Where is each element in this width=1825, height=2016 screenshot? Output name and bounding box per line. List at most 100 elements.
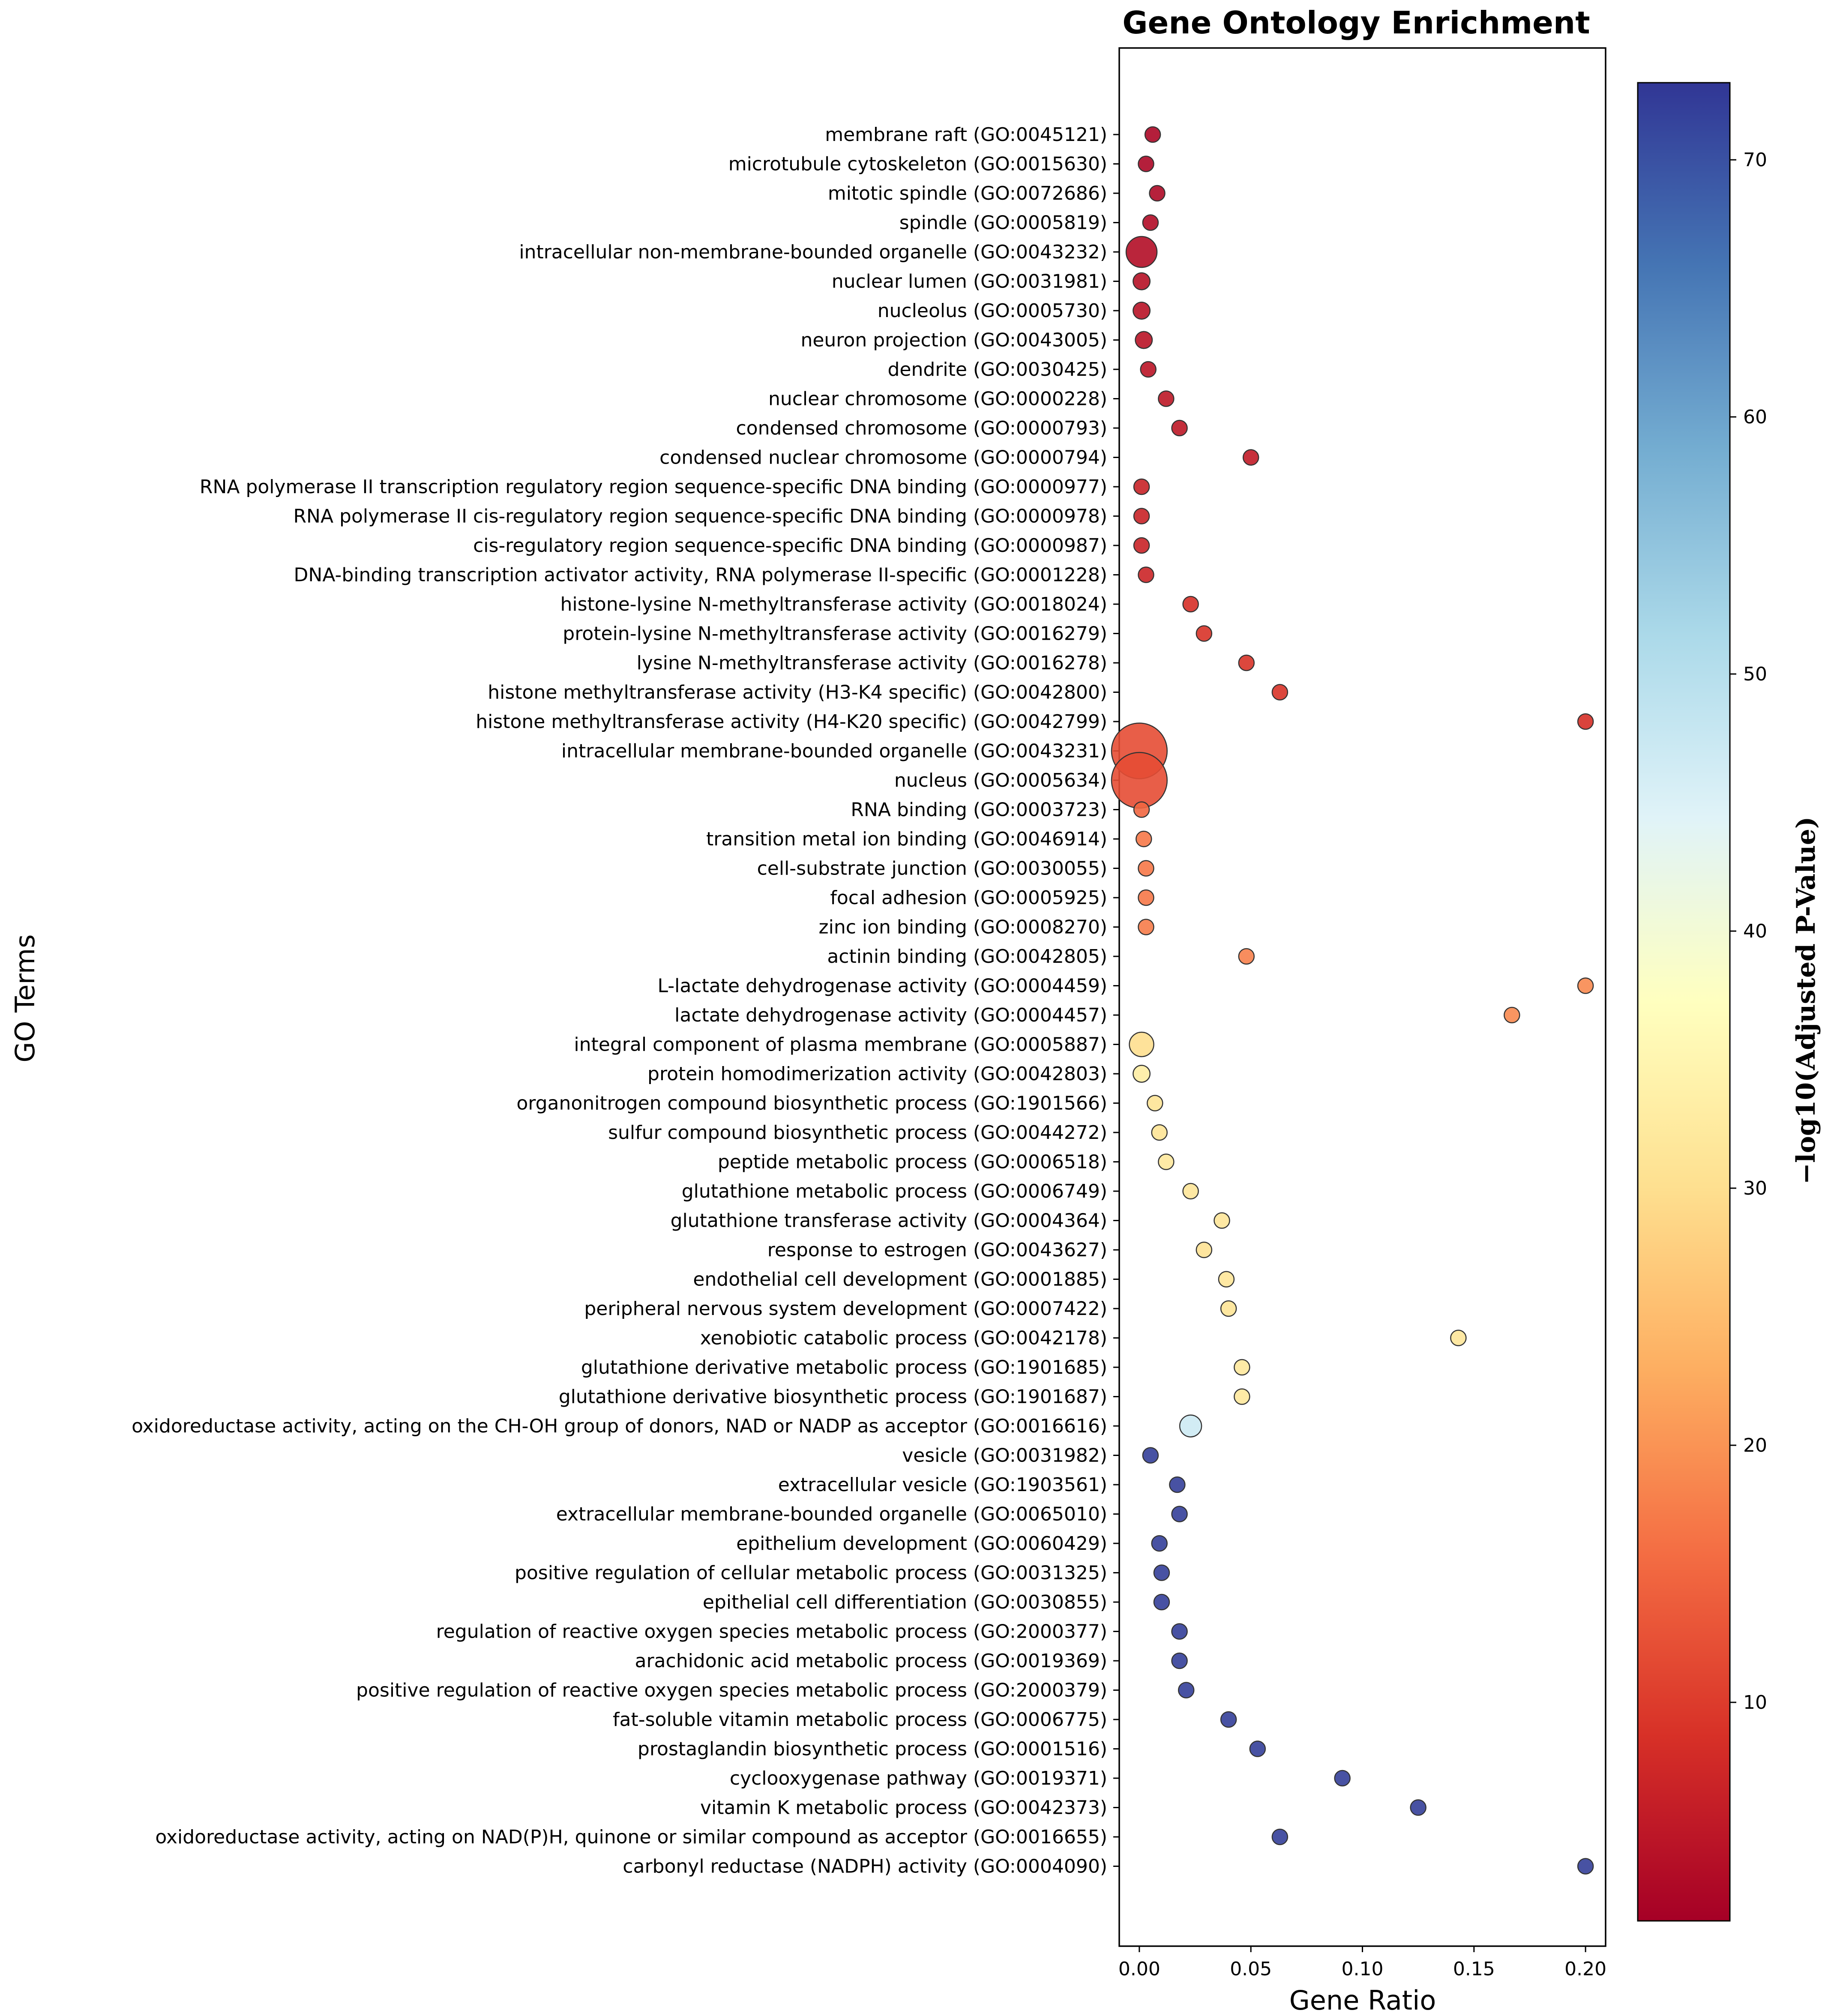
chart-title: Gene Ontology Enrichment [1122,5,1590,41]
go-term-label: integral component of plasma membrane (G… [574,1034,1107,1056]
go-term-label: neuron projection (GO:0043005) [800,330,1107,351]
term-point [1142,1447,1159,1464]
go-term-label: fat-soluble vitamin metabolic process (G… [613,1709,1107,1731]
term-point [1234,1388,1250,1405]
data-points [1111,126,1594,1875]
term-point [1142,214,1159,231]
term-point [1238,654,1255,671]
term-point [1577,977,1594,994]
plot-frame [1118,47,1606,1947]
go-term-label: microtubule cytoskeleton (GO:0015630) [728,153,1107,175]
term-point [1144,126,1161,143]
term-point [1238,948,1255,965]
go-term-label: condensed chromosome (GO:0000793) [736,417,1107,439]
go-term-label: nucleus (GO:0005634) [894,770,1107,791]
term-point [1220,1300,1237,1317]
go-term-label: nuclear lumen (GO:0031981) [832,271,1107,293]
term-point [1111,752,1168,809]
go-term-label: prostaglandin biosynthetic process (GO:0… [638,1738,1107,1760]
go-term-label: vitamin K metabolic process (GO:0042373) [700,1797,1107,1819]
term-point [1182,1183,1199,1200]
term-point [1171,1652,1188,1669]
go-term-label: cyclooxygenase pathway (GO:0019371) [730,1767,1107,1789]
go-term-label: zinc ion binding (GO:0008270) [819,917,1107,938]
term-point [1129,1031,1154,1057]
go-term-label: vesicle (GO:0031982) [902,1445,1107,1467]
colorbar [1637,82,1731,1922]
term-point [1133,801,1150,818]
term-point [1234,1359,1250,1376]
go-term-label: peptide metabolic process (GO:0006518) [718,1151,1107,1173]
go-term-label: actinin binding (GO:0042805) [827,946,1107,968]
term-point [1450,1330,1467,1346]
go-term-label: positive regulation of reactive oxygen s… [356,1680,1107,1701]
go-term-label: lactate dehydrogenase activity (GO:00044… [674,1004,1107,1026]
term-point [1179,1414,1202,1438]
term-point [1171,1506,1188,1522]
go-term-label: histone-lysine N-methyltransferase activ… [560,593,1107,615]
go-term-label: L-lactate dehydrogenase activity (GO:000… [658,975,1108,997]
go-term-label: organonitrogen compound biosynthetic pro… [516,1093,1107,1114]
go-term-label: oxidoreductase activity, acting on NAD(P… [155,1826,1107,1848]
term-point [1171,1623,1188,1640]
term-point [1171,419,1188,437]
term-point [1133,272,1151,291]
term-point [1136,830,1152,848]
go-term-label: cell-substrate junction (GO:0030055) [757,858,1107,880]
go-term-label: response to estrogen (GO:0043627) [767,1239,1107,1261]
go-term-label: glutathione transferase activity (GO:000… [671,1210,1107,1232]
colorbar-tick-label: 40 [1743,920,1767,942]
x-tick-label: 0.15 [1453,1958,1495,1980]
colorbar-ticks: 10 20 30 40 50 60 70 [1730,149,1767,1713]
go-term-label: sulfur compound biosynthetic process (GO… [608,1122,1107,1144]
go-term-label: xenobiotic catabolic process (GO:0042178… [700,1327,1107,1349]
term-point [1196,625,1213,642]
term-point [1577,1858,1594,1875]
term-point [1149,185,1166,202]
term-point [1220,1711,1237,1728]
go-term-label: focal adhesion (GO:0005925) [830,887,1107,909]
go-term-label: RNA binding (GO:0003723) [851,799,1107,821]
term-point [1158,390,1175,407]
term-point [1135,331,1153,349]
term-point [1133,508,1150,524]
go-term-label: membrane raft (GO:0045121) [825,124,1107,146]
go-term-label: cis-regulatory region sequence-specific … [473,535,1107,557]
go-term-label: dendrite (GO:0030425) [887,359,1107,380]
go-term-label: RNA polymerase II transcription regulato… [200,476,1107,498]
go-term-label: glutathione metabolic process (GO:000674… [682,1180,1107,1202]
x-tick-label: 0.00 [1118,1958,1160,1980]
term-point [1271,1828,1289,1845]
go-term-label: peripheral nervous system development (G… [584,1298,1107,1320]
term-point [1334,1770,1351,1787]
term-point [1151,1124,1168,1141]
term-point [1249,1740,1266,1757]
go-term-label: carbonyl reductase (NADPH) activity (GO:… [623,1856,1107,1878]
term-point [1214,1212,1230,1229]
go-term-label: histone methyltransferase activity (H4-K… [476,711,1107,733]
go-term-label: epithelium development (GO:0060429) [736,1533,1107,1555]
term-point [1504,1007,1520,1024]
term-point [1242,449,1259,466]
go-term-label: RNA polymerase II cis-regulatory region … [293,506,1107,527]
go-term-label: protein homodimerization activity (GO:00… [647,1063,1107,1085]
colorbar-tick-label: 50 [1743,663,1767,685]
go-term-label: nuclear chromosome (GO:0000228) [768,388,1107,410]
term-point [1410,1799,1426,1816]
go-term-label: intracellular non-membrane-bounded organ… [519,241,1107,263]
go-term-label: arachidonic acid metabolic process (GO:0… [635,1650,1107,1672]
y-axis-labels: membrane raft (GO:0045121) microtubule cy… [132,124,1119,1878]
x-tick-label: 0.10 [1342,1958,1384,1980]
term-point [1133,302,1151,320]
y-axis-title: GO Terms [9,934,41,1062]
go-term-label: lysine N-methyltransferase activity (GO:… [637,652,1107,674]
term-point [1140,361,1157,378]
term-point [1138,919,1154,935]
term-point [1125,236,1158,268]
term-point [1151,1535,1168,1552]
go-term-label: extracellular membrane-bounded organelle… [556,1504,1107,1525]
go-term-label: nucleolus (GO:0005730) [878,300,1107,322]
term-point [1138,156,1154,172]
x-tick-label: 0.05 [1230,1958,1272,1980]
